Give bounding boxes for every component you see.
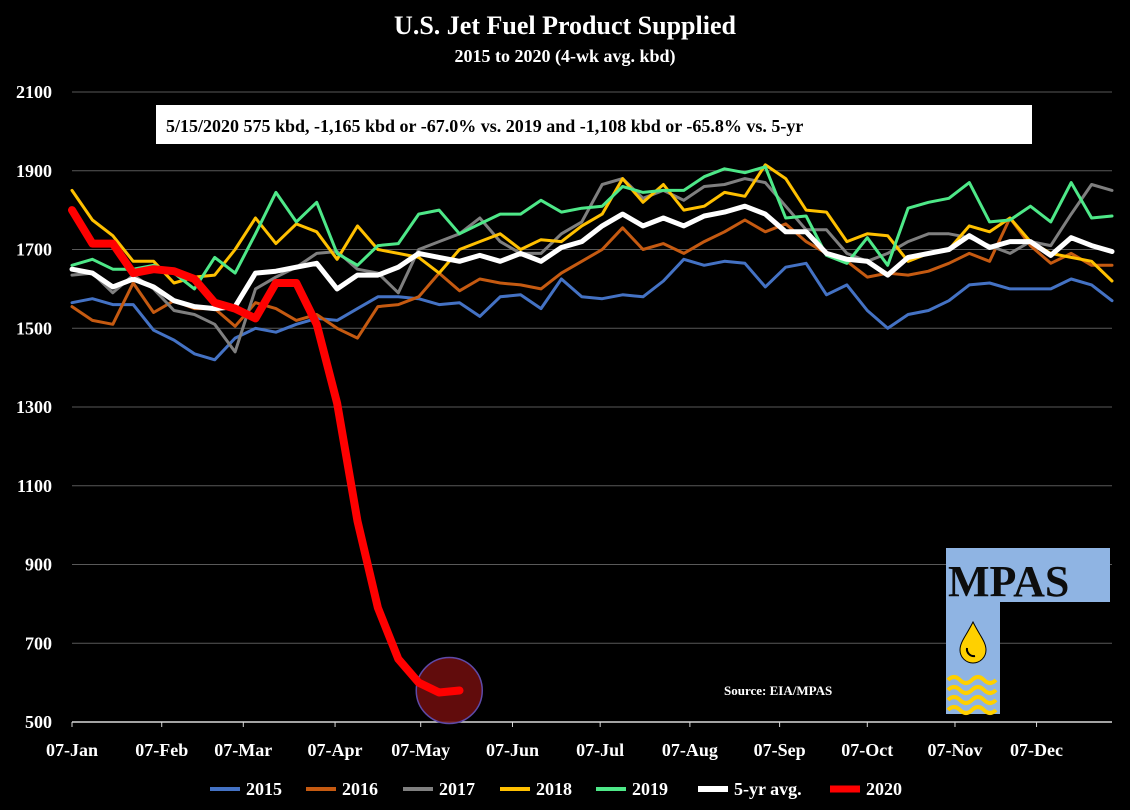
- y-tick-label: 500: [25, 712, 52, 732]
- x-tick-label: 07-Oct: [841, 740, 893, 760]
- legend-label: 2015: [246, 779, 282, 799]
- logo-banner: [1000, 548, 1110, 602]
- chart-subtitle: 2015 to 2020 (4-wk avg. kbd): [454, 46, 675, 67]
- y-tick-label: 900: [25, 555, 52, 575]
- legend-label: 2020: [866, 779, 902, 799]
- y-tick-label: 700: [25, 633, 52, 653]
- series-line-2019: [70, 165, 1114, 291]
- waves-icon: [946, 675, 998, 715]
- x-tick-label: 07-Dec: [1010, 740, 1063, 760]
- y-tick-label: 1700: [16, 240, 52, 260]
- annotation-box: [156, 105, 1032, 144]
- y-tick-label: 1300: [16, 397, 52, 417]
- chart-title: U.S. Jet Fuel Product Supplied: [394, 11, 736, 40]
- x-tick-label: 07-Jun: [486, 740, 539, 760]
- legend-label: 2016: [342, 779, 378, 799]
- legend-label: 2018: [536, 779, 572, 799]
- legend-label: 2019: [632, 779, 668, 799]
- x-tick-label: 07-Apr: [308, 740, 363, 760]
- annotation-text: 5/15/2020 575 kbd, -1,165 kbd or -67.0% …: [166, 116, 803, 136]
- legend-label: 2017: [439, 779, 475, 799]
- y-tick-label: 1500: [16, 318, 52, 338]
- legend-item: 2020: [830, 779, 902, 799]
- grid: [72, 91, 1112, 644]
- legend-item: 5-yr avg.: [698, 779, 802, 799]
- legend-item: 2017: [403, 779, 475, 799]
- x-tick-label: 07-Sep: [754, 740, 806, 760]
- series-lines: [69, 163, 1115, 362]
- x-tick-label: 07-Feb: [135, 740, 188, 760]
- mpas-logo: MPAS: [946, 548, 1110, 715]
- legend-item: 2018: [500, 779, 572, 799]
- x-tick-label: 07-Jul: [576, 740, 624, 760]
- x-tick-label: 07-Aug: [662, 740, 718, 760]
- legend-item: 2016: [306, 779, 378, 799]
- y-tick-label: 2100: [16, 82, 52, 102]
- series-line-5-yr-avg: [69, 203, 1115, 312]
- x-tick-labels: 07-Jan 07-Feb 07-Mar 07-Apr 07-May 07-Jun 07-J…: [46, 722, 1063, 760]
- series-line-2020: [68, 206, 464, 697]
- x-tick-label: 07-Nov: [927, 740, 982, 760]
- series-2020-group: [68, 206, 464, 697]
- oil-drop-icon: [959, 620, 987, 664]
- y-tick-labels: 500 700 900 1100 1300 1500 1700 1900 2100: [16, 82, 52, 732]
- y-tick-label: 1900: [16, 161, 52, 181]
- source-label: Source: EIA/MPAS: [724, 683, 832, 698]
- legend-item: 2015: [210, 779, 282, 799]
- oil-drop-highlight-icon: [965, 647, 976, 658]
- x-tick-label: 07-May: [391, 740, 450, 760]
- logo-text: MPAS: [948, 557, 1069, 606]
- legend: 2015 2016 2017 2018 2019 5-yr avg. 2020: [210, 779, 902, 799]
- legend-label: 5-yr avg.: [734, 779, 802, 799]
- y-tick-label: 1100: [17, 476, 52, 496]
- x-tick-label: 07-Mar: [214, 740, 272, 760]
- series-line-2017: [70, 177, 1114, 354]
- x-tick-label: 07-Jan: [46, 740, 98, 760]
- legend-item: 2019: [596, 779, 668, 799]
- series-line-2015: [70, 257, 1114, 362]
